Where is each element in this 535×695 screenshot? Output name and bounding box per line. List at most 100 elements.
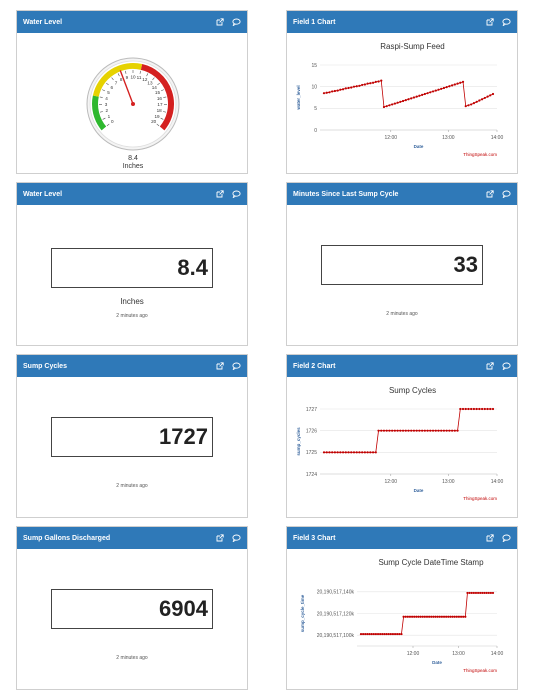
data-point: [394, 633, 396, 635]
widget-header: Field 3 Chart: [287, 527, 517, 549]
gauge-tick-label: 16: [157, 96, 163, 101]
widget-header: Minutes Since Last Sump Cycle: [287, 183, 517, 205]
data-point: [323, 451, 325, 453]
data-point: [467, 408, 469, 410]
data-point: [451, 430, 453, 432]
external-link-icon[interactable]: [216, 362, 224, 370]
data-point: [377, 80, 379, 82]
gauge-tick-label: 9: [126, 75, 129, 80]
data-point: [391, 103, 393, 105]
data-point: [473, 408, 475, 410]
updated-ago: 2 minutes ago: [17, 313, 247, 319]
y-tick-label: 10: [311, 84, 317, 90]
data-point: [481, 592, 483, 594]
data-point: [437, 430, 439, 432]
gauge-tick-label: 3: [105, 102, 108, 107]
external-link-icon[interactable]: [486, 534, 494, 542]
series-line: [324, 81, 493, 107]
comment-icon[interactable]: [232, 534, 241, 542]
comment-icon[interactable]: [232, 190, 241, 198]
data-point: [430, 616, 432, 618]
comment-icon[interactable]: [232, 362, 241, 370]
widget-title: Water Level: [23, 191, 62, 198]
data-point: [437, 89, 439, 91]
data-point: [407, 616, 409, 618]
data-point: [402, 616, 404, 618]
data-point: [405, 99, 407, 101]
data-point: [456, 83, 458, 85]
data-point: [435, 89, 437, 91]
data-point: [451, 616, 453, 618]
data-point: [372, 451, 374, 453]
data-point: [410, 430, 412, 432]
data-point: [375, 81, 377, 83]
gauge-tick-label: 7: [115, 81, 118, 86]
numeric-value-box: 6904: [51, 589, 213, 629]
y-tick-label: 1724: [306, 472, 317, 478]
widget-header: Water Level: [17, 11, 247, 33]
gauge-tick-label: 10: [130, 75, 136, 80]
data-point: [402, 100, 404, 102]
x-tick-label: 12:00: [407, 651, 420, 657]
data-point: [446, 86, 448, 88]
data-point: [459, 82, 461, 84]
data-point: [476, 101, 478, 103]
data-point: [428, 616, 430, 618]
data-point: [410, 97, 412, 99]
data-point: [399, 430, 401, 432]
data-point: [492, 93, 494, 95]
data-point: [418, 430, 420, 432]
y-tick-label: 1725: [306, 450, 317, 456]
data-point: [342, 451, 344, 453]
updated-ago: 2 minutes ago: [17, 655, 247, 661]
external-link-icon[interactable]: [486, 190, 494, 198]
data-point: [353, 86, 355, 88]
chart-title: Sump Cycle DateTime Stamp: [378, 558, 484, 567]
external-link-icon[interactable]: [216, 534, 224, 542]
y-tick-label: 20,190,517,100k: [317, 633, 355, 639]
gauge-tick-label: 17: [157, 102, 163, 107]
external-link-icon[interactable]: [486, 18, 494, 26]
data-point: [347, 87, 349, 89]
data-point: [361, 84, 363, 86]
data-point: [394, 102, 396, 104]
data-point: [411, 616, 413, 618]
widget-sump-gallons: Sump Gallons Discharged 6904 2 minutes a…: [16, 526, 248, 690]
external-link-icon[interactable]: [216, 18, 224, 26]
data-point: [358, 85, 360, 87]
comment-icon[interactable]: [502, 190, 511, 198]
widget-title: Sump Cycles: [23, 363, 67, 370]
data-point: [473, 102, 475, 104]
x-tick-label: 14:00: [491, 135, 504, 141]
data-point: [369, 82, 371, 84]
data-point: [443, 616, 445, 618]
comment-icon[interactable]: [502, 534, 511, 542]
data-point: [479, 592, 481, 594]
data-point: [350, 451, 352, 453]
data-point: [477, 592, 479, 594]
comment-icon[interactable]: [232, 18, 241, 26]
data-point: [478, 99, 480, 101]
data-point: [364, 451, 366, 453]
data-point: [486, 96, 488, 98]
y-tick-label: 15: [311, 63, 317, 69]
data-point: [489, 408, 491, 410]
data-point: [353, 451, 355, 453]
data-point: [326, 92, 328, 94]
gauge-tick-label: 11: [137, 75, 142, 80]
comment-icon[interactable]: [502, 362, 511, 370]
external-link-icon[interactable]: [216, 190, 224, 198]
data-point: [413, 430, 415, 432]
y-axis-label: sump_cycles: [296, 427, 301, 456]
external-link-icon[interactable]: [486, 362, 494, 370]
data-point: [464, 616, 466, 618]
data-point: [460, 616, 462, 618]
data-point: [400, 633, 402, 635]
comment-icon[interactable]: [502, 18, 511, 26]
data-point: [409, 616, 411, 618]
widget-body: 6904 2 minutes ago: [17, 549, 247, 690]
x-axis-label: Date: [414, 488, 424, 493]
